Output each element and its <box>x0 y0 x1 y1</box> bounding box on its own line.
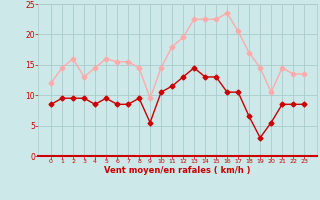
X-axis label: Vent moyen/en rafales ( km/h ): Vent moyen/en rafales ( km/h ) <box>104 166 251 175</box>
